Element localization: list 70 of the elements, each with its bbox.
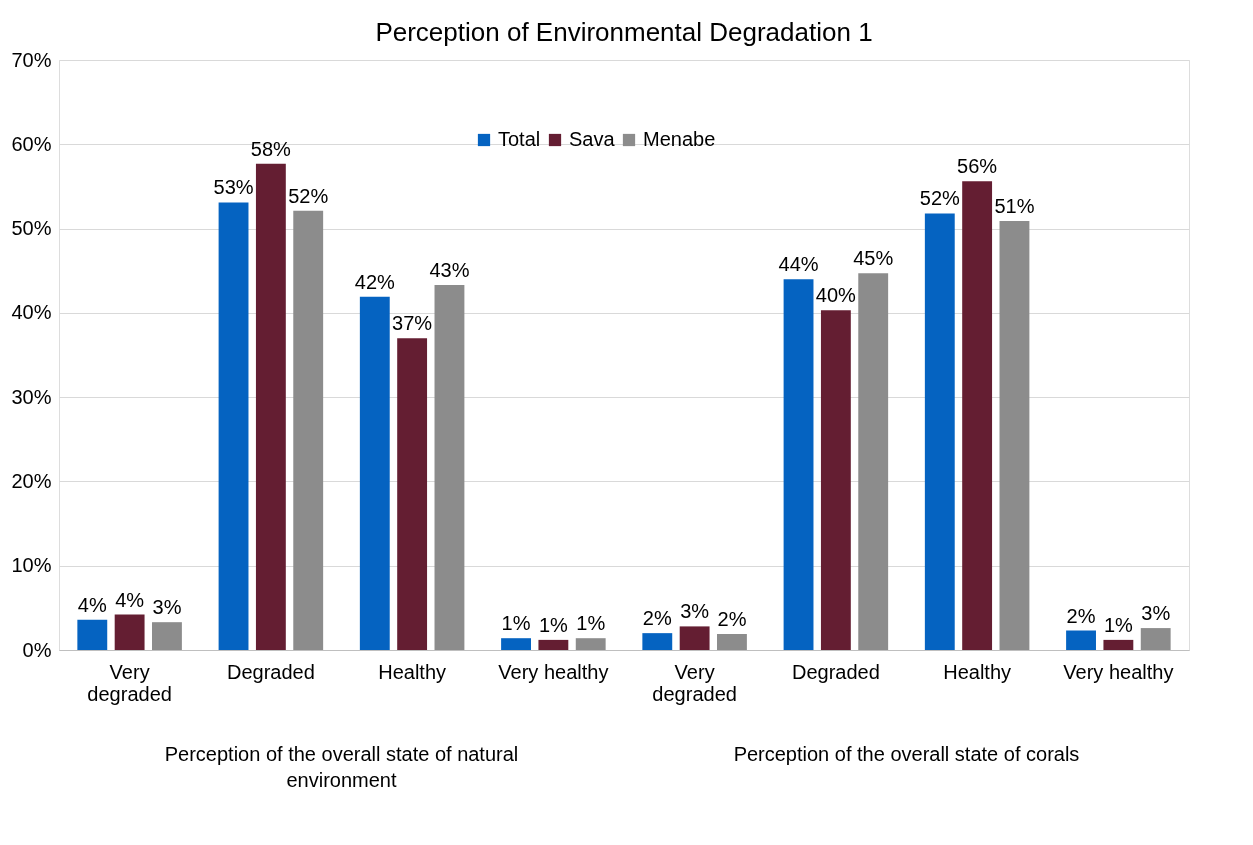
bar bbox=[642, 633, 673, 650]
data-label: 1% bbox=[1103, 613, 1134, 636]
data-label: 42% bbox=[354, 270, 396, 293]
data-label: 44% bbox=[778, 253, 819, 276]
y-tick-label: 40% bbox=[11, 301, 52, 324]
data-label: 51% bbox=[994, 194, 1035, 217]
bar bbox=[820, 310, 851, 650]
x-tick-label: Very degraded bbox=[87, 660, 172, 705]
data-label: 58% bbox=[250, 137, 292, 160]
y-tick-label: 0% bbox=[22, 638, 52, 661]
data-label: 37% bbox=[392, 312, 433, 335]
bar bbox=[575, 638, 606, 650]
bar bbox=[783, 279, 814, 650]
bar bbox=[1140, 628, 1171, 650]
data-label: 2% bbox=[717, 607, 747, 630]
data-label: 3% bbox=[152, 596, 182, 619]
data-label: 43% bbox=[429, 259, 470, 282]
data-label: 56% bbox=[957, 155, 998, 178]
data-label: 4% bbox=[77, 593, 107, 616]
text: Perception of the overall state of natural environment bbox=[164, 743, 519, 791]
bar bbox=[679, 626, 710, 650]
x-tick-label: Very degraded bbox=[652, 660, 737, 705]
legend-label: Total bbox=[498, 128, 541, 150]
legend-label: Sava bbox=[569, 128, 616, 150]
data-label: 2% bbox=[642, 607, 672, 630]
data-label: 1% bbox=[538, 613, 569, 636]
bar bbox=[77, 619, 108, 650]
data-label: 3% bbox=[680, 600, 710, 623]
y-tick-label: 20% bbox=[11, 469, 52, 492]
data-label: 45% bbox=[853, 247, 894, 270]
x-tick-label: Degraded bbox=[226, 660, 315, 683]
data-label: 53% bbox=[213, 176, 254, 199]
data-label: 52% bbox=[288, 184, 329, 207]
bar bbox=[858, 273, 889, 650]
y-tick-label: 50% bbox=[11, 217, 52, 240]
bar bbox=[538, 639, 569, 650]
bar bbox=[218, 202, 249, 650]
bar bbox=[717, 633, 747, 650]
bar bbox=[962, 181, 993, 650]
bar bbox=[999, 220, 1030, 650]
bar bbox=[434, 285, 465, 650]
bar bbox=[924, 213, 955, 650]
legend-label: Menabe bbox=[643, 128, 716, 150]
bar bbox=[293, 210, 324, 650]
data-label: 40% bbox=[815, 284, 857, 307]
bar bbox=[255, 163, 286, 650]
bar bbox=[359, 296, 390, 650]
data-label: 1% bbox=[576, 612, 606, 635]
chart-title: Perception of Environmental Degradation 1 bbox=[375, 17, 873, 47]
x-tick-label: Very healthy bbox=[1063, 660, 1174, 683]
x-tick-label: Degraded bbox=[791, 660, 880, 683]
data-label: 2% bbox=[1066, 604, 1096, 627]
data-label: 4% bbox=[115, 588, 145, 611]
bar bbox=[397, 338, 428, 650]
bar bbox=[1103, 639, 1134, 650]
data-label: 3% bbox=[1141, 602, 1171, 625]
data-label: 52% bbox=[919, 187, 961, 210]
data-label: 1% bbox=[501, 612, 531, 635]
x-tick-label: Healthy bbox=[943, 660, 1012, 683]
bar bbox=[1066, 630, 1096, 650]
bar bbox=[501, 638, 531, 650]
y-tick-label: 70% bbox=[11, 48, 52, 71]
x-tick-label: Very healthy bbox=[498, 660, 609, 683]
y-tick-label: 10% bbox=[11, 554, 52, 577]
y-tick-label: 30% bbox=[11, 385, 52, 408]
y-tick-label: 60% bbox=[11, 132, 52, 155]
bar bbox=[152, 622, 182, 650]
x-tick-label: Healthy bbox=[378, 660, 447, 683]
bar bbox=[114, 614, 145, 650]
text: Perception of the overall state of corals bbox=[733, 743, 1080, 765]
